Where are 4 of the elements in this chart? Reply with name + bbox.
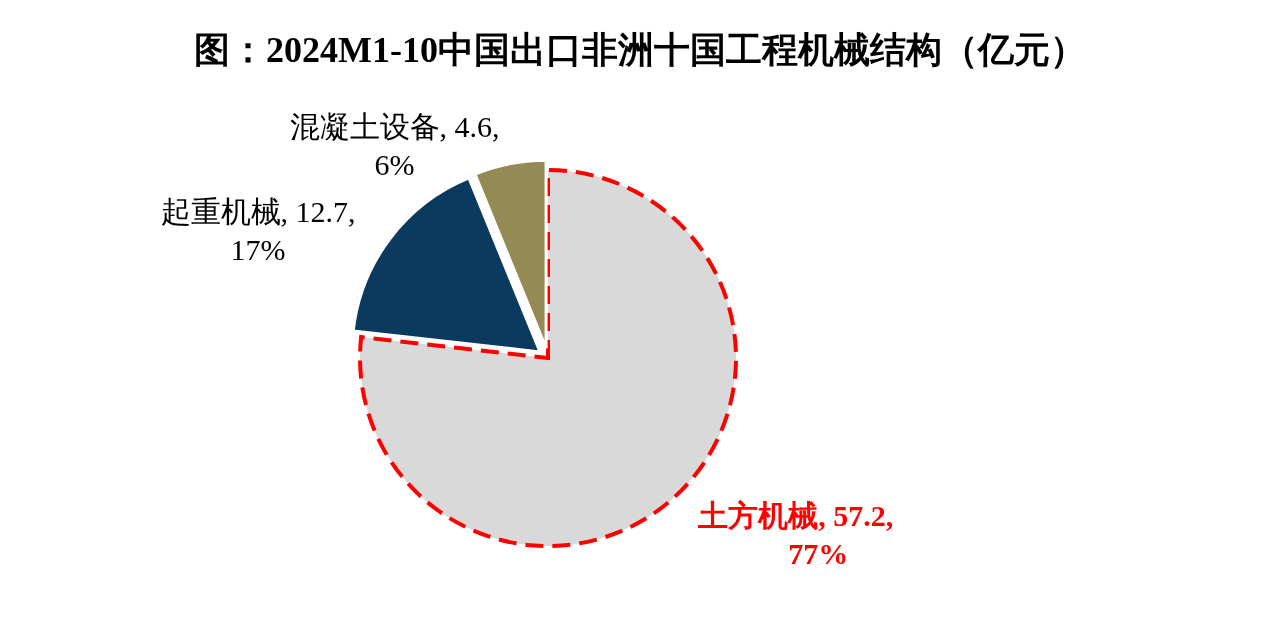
chart-title: 图：2024M1-10中国出口非洲十国工程机械结构（亿元）: [194, 30, 1086, 70]
slice-label: 混凝土设备, 4.6, 6%: [289, 109, 500, 181]
slice-label: 起重机械, 12.7, 17%: [160, 194, 356, 266]
slice-label: 土方机械, 57.2, 77%: [697, 499, 894, 571]
